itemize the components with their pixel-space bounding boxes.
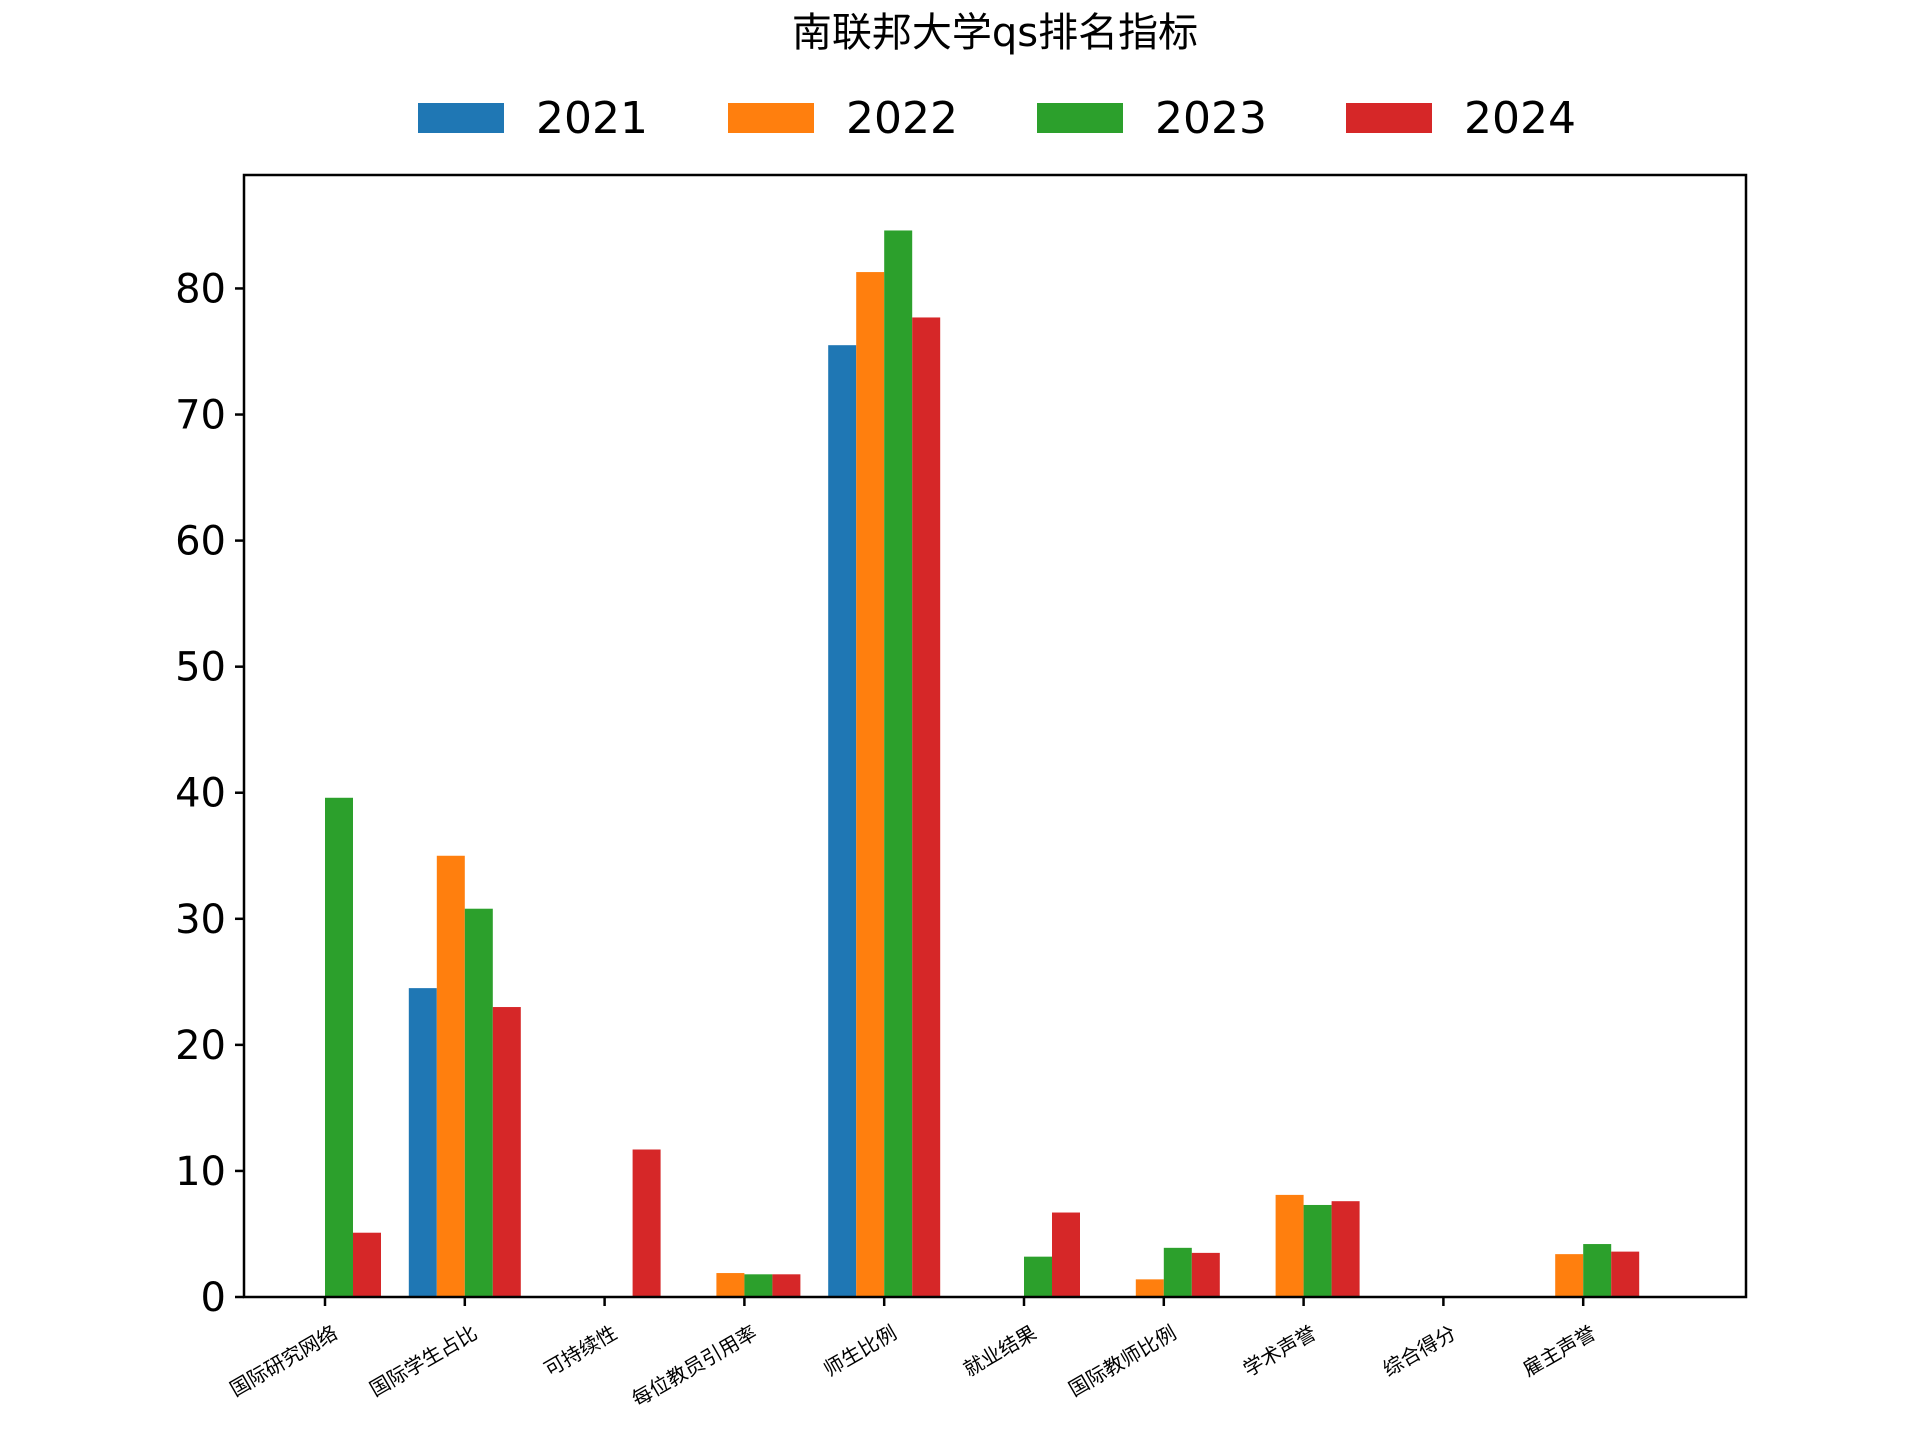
- plot-frame: [242, 173, 1748, 1299]
- y-tick-label: 40: [175, 771, 226, 817]
- bar-2023-1: [464, 908, 493, 1297]
- legend-swatch-2023: [1037, 103, 1123, 133]
- bars: [325, 230, 1640, 1298]
- legend-swatch-2021: [418, 103, 504, 133]
- bar-2024-9: [1611, 1251, 1640, 1297]
- x-tick-label: 师生比例: [819, 1321, 900, 1382]
- bar-2023-5: [1024, 1256, 1052, 1297]
- bar-2024-6: [1191, 1252, 1220, 1297]
- y-tick-label: 10: [175, 1149, 226, 1195]
- legend-label: 2023: [1155, 93, 1267, 144]
- y-tick-label: 30: [175, 897, 226, 943]
- y-tick-label: 0: [201, 1275, 226, 1321]
- bar-2024-1: [492, 1007, 521, 1297]
- legend-label: 2022: [846, 93, 958, 144]
- legend: 2021 2022 2023 2024: [418, 93, 1576, 144]
- chart-title: 南联邦大学qs排名指标: [792, 10, 1198, 56]
- y-axis: 0 10 20 30 40 50 60 70 80: [175, 266, 244, 1321]
- legend-swatch-2024: [1346, 103, 1432, 133]
- y-tick-label: 60: [175, 519, 226, 565]
- bar-2022-1: [436, 855, 465, 1297]
- bar-2022-9: [1555, 1254, 1584, 1297]
- x-tick-label: 国际学生占比: [365, 1321, 481, 1402]
- x-tick-label: 可持续性: [540, 1321, 621, 1382]
- x-tick-label: 学术声誉: [1239, 1321, 1320, 1382]
- x-tick-label: 每位教员引用率: [628, 1321, 761, 1412]
- x-tick-label: 就业结果: [959, 1321, 1040, 1382]
- legend-label: 2024: [1464, 93, 1576, 144]
- bar-2022-3: [716, 1273, 745, 1297]
- bar-2023-7: [1303, 1204, 1332, 1297]
- x-tick-label: 综合得分: [1379, 1321, 1460, 1382]
- bar-2023-6: [1163, 1247, 1192, 1297]
- y-tick-label: 50: [175, 645, 226, 691]
- bar-2024-2: [632, 1149, 661, 1297]
- x-tick-label: 国际研究网络: [226, 1321, 342, 1402]
- legend-label: 2021: [536, 93, 648, 144]
- bar-2022-6: [1135, 1279, 1164, 1297]
- bar-2022-4: [856, 272, 885, 1297]
- bar-2021-4: [828, 345, 857, 1297]
- bar-2024-3: [772, 1274, 801, 1297]
- y-tick-label: 70: [175, 393, 226, 439]
- bar-2023-3: [744, 1274, 773, 1297]
- bar-2024-5: [1052, 1212, 1080, 1297]
- x-tick-label: 国际教师比例: [1064, 1321, 1180, 1402]
- x-tick-label: 雇主声誉: [1518, 1321, 1599, 1382]
- bar-2023-0: [325, 797, 353, 1297]
- bar-2023-4: [884, 230, 913, 1298]
- legend-swatch-2022: [728, 103, 814, 133]
- bar-2024-4: [912, 317, 941, 1298]
- bar-2021-1: [408, 988, 437, 1297]
- y-tick-label: 80: [175, 266, 226, 312]
- bar-2024-0: [353, 1232, 381, 1297]
- y-tick-label: 20: [175, 1023, 226, 1069]
- x-axis: 国际研究网络 国际学生占比 可持续性 每位教员引用率 师生比例 就业结果 国际教师比例 学术声…: [226, 1297, 1600, 1411]
- bar-2024-7: [1331, 1201, 1360, 1297]
- bar-2022-7: [1275, 1194, 1304, 1297]
- bar-2023-9: [1583, 1244, 1612, 1297]
